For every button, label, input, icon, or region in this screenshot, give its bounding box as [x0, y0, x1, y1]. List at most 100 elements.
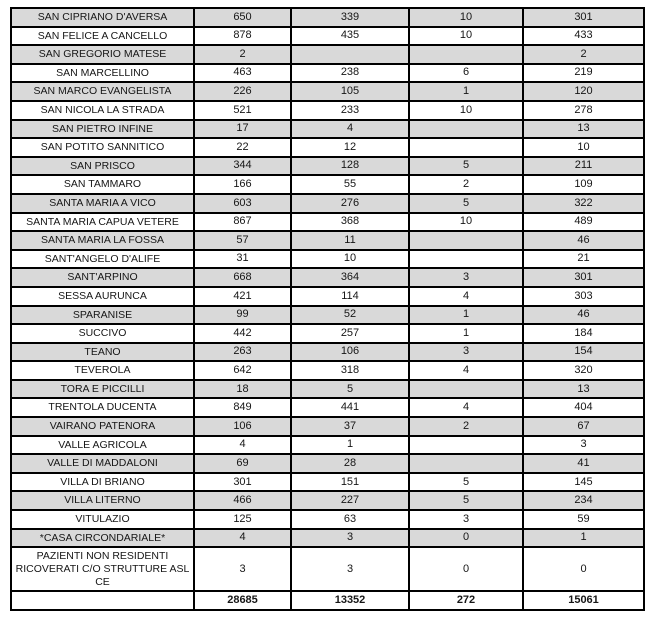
municipality-cell: SUCCIVO: [10, 323, 195, 344]
value-cell-1: 263: [193, 341, 292, 363]
table-row: VITULAZIO 125 63 3 59: [10, 509, 645, 530]
municipality-cell: VILLA LITERNO: [10, 490, 195, 512]
value-cell-4: 211: [522, 155, 645, 177]
value-cell-2: 435: [290, 25, 410, 47]
table-row: SAN PRISCO 344 128 5 211: [10, 155, 645, 177]
table-row: SAN TAMMARO 166 55 2 109: [10, 174, 645, 195]
value-cell-2: 233: [290, 99, 410, 121]
value-cell-3: [408, 118, 524, 140]
municipality-cell: SAN PRISCO: [10, 155, 195, 177]
value-cell-2: 106: [290, 341, 410, 363]
value-cell-4: 404: [522, 397, 645, 419]
municipality-cell: SAN GREGORIO MATESE: [10, 44, 195, 65]
value-cell-4: 322: [522, 192, 645, 214]
value-cell-4: 41: [522, 453, 645, 474]
value-cell-1: 57: [193, 230, 292, 251]
table-row: VILLA DI BRIANO 301 151 5 145: [10, 471, 645, 493]
value-cell-1: 125: [193, 509, 292, 530]
value-cell-1: 668: [193, 267, 292, 288]
value-cell-3: 5: [408, 192, 524, 214]
value-cell-3: 2: [408, 416, 524, 437]
totals-value-cell-1: 28685: [193, 590, 292, 611]
value-cell-2: 52: [290, 304, 410, 326]
municipality-cell: SAN FELICE A CANCELLO: [10, 25, 195, 47]
value-cell-2: 11: [290, 230, 410, 251]
value-cell-1: 18: [193, 378, 292, 400]
value-cell-2: 227: [290, 490, 410, 512]
value-cell-2: 364: [290, 267, 410, 288]
value-cell-3: 4: [408, 397, 524, 419]
value-cell-3: 2: [408, 174, 524, 195]
municipality-cell: SANTA MARIA A VICO: [10, 192, 195, 214]
table-row: SANT'ANGELO D'ALIFE 31 10 21: [10, 248, 645, 270]
municipality-cell: SAN POTITO SANNITICO: [10, 137, 195, 158]
value-cell-4: 219: [522, 62, 645, 84]
value-cell-2: 339: [290, 7, 410, 28]
value-cell-2: 28: [290, 453, 410, 474]
value-cell-3: [408, 434, 524, 456]
municipality-cell: VILLA DI BRIANO: [10, 471, 195, 493]
municipality-cell: TRENTOLA DUCENTA: [10, 397, 195, 419]
value-cell-4: 433: [522, 25, 645, 47]
value-cell-2: 114: [290, 285, 410, 307]
table-row: SANTA MARIA A VICO 603 276 5 322: [10, 192, 645, 214]
value-cell-2: 276: [290, 192, 410, 214]
value-cell-2: [290, 44, 410, 65]
value-cell-3: 3: [408, 267, 524, 288]
table-row: TEVEROLA 642 318 4 320: [10, 360, 645, 381]
value-cell-2: 55: [290, 174, 410, 195]
municipality-cell: SPARANISE: [10, 304, 195, 326]
municipality-cell: *CASA CIRCONDARIALE*: [10, 527, 195, 549]
value-cell-4: 120: [522, 81, 645, 102]
municipality-cell: SAN MARCO EVANGELISTA: [10, 81, 195, 102]
value-cell-4: 301: [522, 267, 645, 288]
value-cell-1: 442: [193, 323, 292, 344]
value-cell-3: 10: [408, 25, 524, 47]
table-row: SANT'ARPINO 668 364 3 301: [10, 267, 645, 288]
table-row: SAN PIETRO INFINE 17 4 13: [10, 118, 645, 140]
value-cell-3: [408, 453, 524, 474]
value-cell-2: 257: [290, 323, 410, 344]
table-row: SANTA MARIA CAPUA VETERE 867 368 10 489: [10, 211, 645, 233]
table-row: SAN CIPRIANO D'AVERSA 650 339 10 301: [10, 7, 645, 28]
municipality-cell: SESSA AURUNCA: [10, 285, 195, 307]
value-cell-1: 226: [193, 81, 292, 102]
value-cell-2: 1: [290, 434, 410, 456]
table-row: VALLE AGRICOLA 4 1 3: [10, 434, 645, 456]
municipality-cell: VALLE DI MADDALONI: [10, 453, 195, 474]
value-cell-1: 867: [193, 211, 292, 233]
table-row: SAN GREGORIO MATESE 2 2: [10, 44, 645, 65]
value-cell-1: 166: [193, 174, 292, 195]
value-cell-1: 603: [193, 192, 292, 214]
value-cell-3: [408, 137, 524, 158]
totals-value-cell-3: 272: [408, 590, 524, 611]
value-cell-1: 4: [193, 527, 292, 549]
value-cell-1: 421: [193, 285, 292, 307]
value-cell-4: 59: [522, 509, 645, 530]
value-cell-3: [408, 248, 524, 270]
table-row: TORA E PICCILLI 18 5 13: [10, 378, 645, 400]
value-cell-3: 1: [408, 81, 524, 102]
table-row: SAN FELICE A CANCELLO 878 435 10 433: [10, 25, 645, 47]
value-cell-1: 99: [193, 304, 292, 326]
value-cell-4: 2: [522, 44, 645, 65]
table-row: SAN POTITO SANNITICO 22 12 10: [10, 137, 645, 158]
value-cell-1: 466: [193, 490, 292, 512]
value-cell-3: 5: [408, 471, 524, 493]
value-cell-1: 878: [193, 25, 292, 47]
value-cell-3: 1: [408, 304, 524, 326]
value-cell-4: 303: [522, 285, 645, 307]
value-cell-4: 184: [522, 323, 645, 344]
value-cell-1: 106: [193, 416, 292, 437]
value-cell-1: 69: [193, 453, 292, 474]
value-cell-4: 46: [522, 304, 645, 326]
value-cell-3: 3: [408, 509, 524, 530]
value-cell-3: 5: [408, 490, 524, 512]
value-cell-1: 521: [193, 99, 292, 121]
table-row: PAZIENTI NON RESIDENTI RICOVERATI C/O ST…: [10, 546, 645, 593]
table-row: SAN MARCO EVANGELISTA 226 105 1 120: [10, 81, 645, 102]
value-cell-2: 3: [290, 546, 410, 593]
value-cell-1: 2: [193, 44, 292, 65]
municipality-cell: TEANO: [10, 341, 195, 363]
